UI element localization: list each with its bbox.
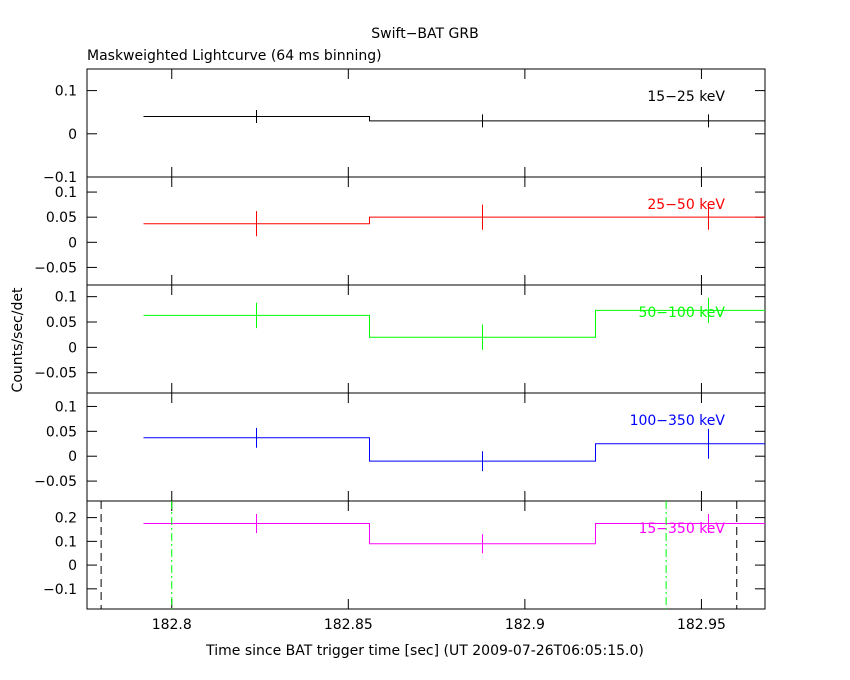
panel-frame	[86, 500, 766, 610]
x-tick-label: 182.8	[152, 617, 192, 633]
y-tick-label: 0	[68, 449, 77, 465]
y-tick-label: −0.05	[34, 474, 77, 490]
panel-frame	[86, 176, 766, 286]
y-tick-label: 0.1	[55, 185, 77, 201]
y-tick-label: −0.05	[34, 260, 77, 276]
band-label: 25−50 keV	[647, 197, 725, 213]
y-tick-label: −0.1	[43, 170, 77, 186]
y-axis-label: Counts/sec/det	[10, 287, 26, 392]
y-tick-label: 0.1	[55, 290, 77, 306]
x-tick-label: 182.95	[677, 617, 726, 633]
panel-frame	[86, 68, 766, 178]
y-tick-label: 0.05	[46, 424, 77, 440]
y-tick-label: −0.1	[43, 582, 77, 598]
panel-frame	[86, 392, 766, 502]
y-tick-label: 0.2	[55, 511, 77, 527]
y-tick-label: 0	[68, 340, 77, 356]
x-axis-label: Time since BAT trigger time [sec] (UT 20…	[205, 643, 644, 659]
x-tick-label: 182.85	[324, 617, 373, 633]
y-tick-label: 0	[68, 558, 77, 574]
y-tick-label: 0.1	[55, 399, 77, 415]
y-tick-label: −0.05	[34, 366, 77, 382]
y-tick-label: 0.05	[46, 315, 77, 331]
series-line	[143, 116, 765, 122]
chart-subtitle: Maskweighted Lightcurve (64 ms binning)	[87, 48, 382, 64]
chart-title: Swift−BAT GRB	[371, 26, 478, 42]
y-tick-label: 0.1	[55, 534, 77, 550]
y-tick-label: 0	[68, 127, 77, 143]
y-tick-label: 0.1	[55, 84, 77, 100]
band-label: 100−350 keV	[630, 413, 726, 429]
series-line	[143, 216, 765, 225]
panel-frame	[86, 284, 766, 394]
y-tick-label: 0	[68, 235, 77, 251]
band-label: 15−25 keV	[647, 89, 725, 105]
series-line	[143, 437, 765, 462]
band-label: 15−350 keV	[638, 521, 725, 537]
plot-area: 0.1 0 −0.1 15−25 keV 0.1 0.05 0 −0.05 25−50 keV 0…	[34, 68, 766, 633]
band-label: 50−100 keV	[638, 305, 725, 321]
y-tick-label: 0.05	[46, 210, 77, 226]
x-tick-label: 182.9	[505, 617, 545, 633]
